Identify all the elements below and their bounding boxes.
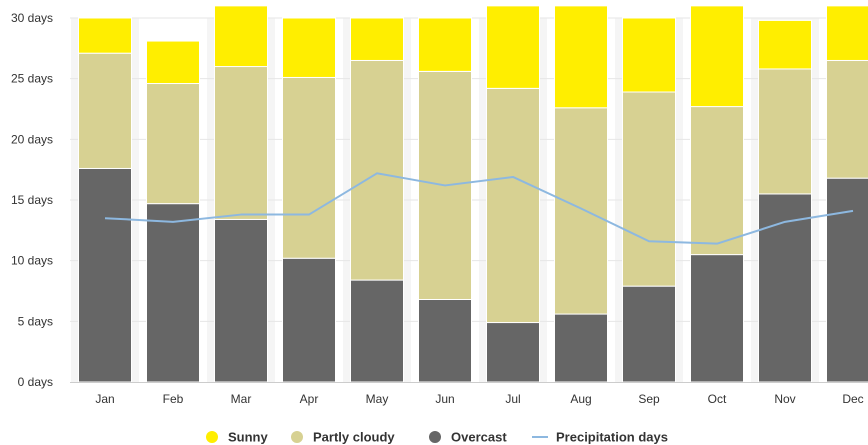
bar-overcast-aug xyxy=(554,313,608,383)
y-tick-label: 30 days xyxy=(11,11,53,25)
x-tick-label: Aug xyxy=(570,392,591,406)
legend-item-precipitation-days: Precipitation days xyxy=(532,430,668,445)
bar-partly-cloudy-dec xyxy=(826,59,868,179)
bar-partly-cloudy-nov xyxy=(758,68,812,195)
bar-overcast-apr xyxy=(282,257,336,383)
x-tick-label: Apr xyxy=(300,392,319,406)
bar-partly-cloudy-may xyxy=(350,59,404,281)
bar-sunny-feb xyxy=(146,40,200,85)
bar-overcast-jun xyxy=(418,298,472,383)
bar-partly-cloudy-jul xyxy=(486,87,540,324)
x-tick-label: Sep xyxy=(638,392,660,406)
x-tick-label: Jun xyxy=(435,392,454,406)
x-tick-label: Dec xyxy=(842,392,863,406)
bar-sunny-dec xyxy=(826,5,868,61)
x-tick-label: Jul xyxy=(505,392,520,406)
bar-sunny-may xyxy=(350,17,404,61)
bar-sunny-aug xyxy=(554,5,608,109)
bar-partly-cloudy-apr xyxy=(282,76,336,259)
bar-sunny-oct xyxy=(690,5,744,108)
legend-label-partly-cloudy: Partly cloudy xyxy=(313,430,395,445)
bar-overcast-nov xyxy=(758,193,812,383)
bar-sunny-jul xyxy=(486,5,540,89)
y-axis: 0 days 5 days 10 days 15 days 20 days 25 days… xyxy=(11,11,53,389)
x-tick-label: May xyxy=(366,392,389,406)
y-tick-label: 15 days xyxy=(11,193,53,207)
bar-partly-cloudy-feb xyxy=(146,83,200,205)
legend-item-sunny: Sunny xyxy=(206,430,268,445)
x-tick-label: Oct xyxy=(708,392,727,406)
bar-sunny-jan xyxy=(78,17,132,54)
precipitation-days-line xyxy=(104,172,854,245)
bar-sunny-jun xyxy=(418,17,472,72)
legend-label-precipitation-days: Precipitation days xyxy=(556,430,668,445)
legend-marker-sunny xyxy=(206,431,218,443)
bar-sunny-sep xyxy=(622,17,676,93)
x-tick-label: Mar xyxy=(231,392,252,406)
bar-overcast-feb xyxy=(146,203,200,383)
x-tick-label: Nov xyxy=(774,392,795,406)
bar-overcast-may xyxy=(350,279,404,383)
bar-sunny-apr xyxy=(282,17,336,78)
legend-label-sunny: Sunny xyxy=(228,430,268,445)
x-tick-label: Jan xyxy=(95,392,114,406)
y-tick-label: 5 days xyxy=(18,314,53,328)
bar-overcast-jan xyxy=(78,167,132,383)
bar-partly-cloudy-mar xyxy=(214,66,268,220)
bar-series xyxy=(78,5,868,383)
y-tick-label: 25 days xyxy=(11,72,53,86)
bar-partly-cloudy-jan xyxy=(78,52,132,169)
bar-sunny-mar xyxy=(214,5,268,68)
bar-partly-cloudy-oct xyxy=(690,106,744,256)
y-tick-label: 20 days xyxy=(11,132,53,146)
legend-label-overcast: Overcast xyxy=(451,430,507,445)
bar-sunny-nov xyxy=(758,19,812,70)
y-tick-label: 0 days xyxy=(18,375,53,389)
bar-overcast-oct xyxy=(690,254,744,383)
bar-partly-cloudy-sep xyxy=(622,91,676,287)
bar-overcast-jul xyxy=(486,322,540,383)
legend-marker-overcast xyxy=(429,431,441,443)
bar-overcast-dec xyxy=(826,177,868,383)
y-tick-label: 10 days xyxy=(11,254,53,268)
x-tick-label: Feb xyxy=(163,392,184,406)
legend: Sunny Partly cloudy Overcast Precipitation … xyxy=(206,430,668,445)
bar-partly-cloudy-aug xyxy=(554,107,608,315)
legend-item-overcast: Overcast xyxy=(429,430,507,445)
bar-overcast-sep xyxy=(622,285,676,383)
bar-overcast-mar xyxy=(214,218,268,383)
x-axis: Jan Feb Mar Apr May Jun Jul Aug Sep Oct Nov Dec xyxy=(70,382,868,406)
legend-item-partly-cloudy: Partly cloudy xyxy=(291,430,395,445)
legend-marker-partly-cloudy xyxy=(291,431,303,443)
precipitation-line-series xyxy=(104,172,854,245)
